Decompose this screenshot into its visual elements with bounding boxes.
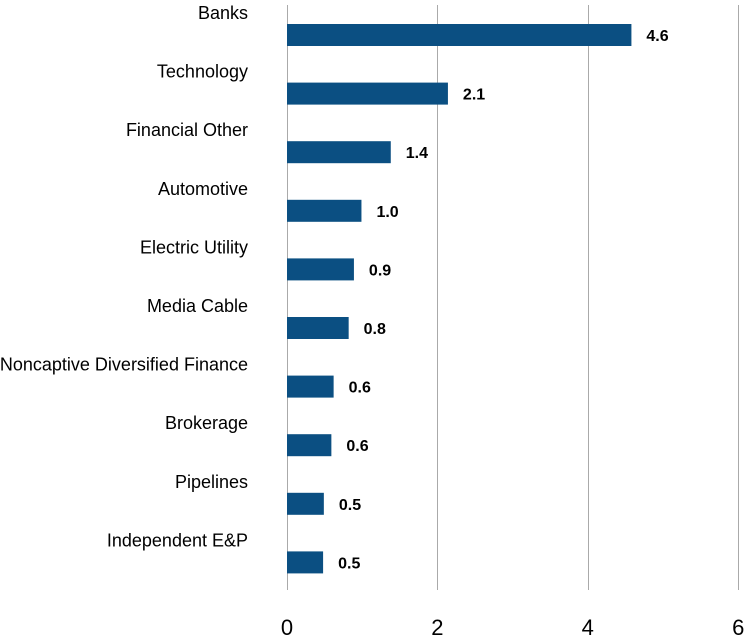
x-tick-label: 2: [431, 615, 443, 640]
x-tick-label: 4: [582, 615, 594, 640]
x-tick-label: 6: [732, 615, 744, 640]
x-axis-ticks: 0 2 4 6: [281, 615, 744, 640]
category-label: Pipelines: [175, 472, 248, 492]
category-label: Banks: [198, 3, 248, 23]
value-label: 0.9: [369, 262, 391, 279]
bars: [287, 24, 632, 574]
value-label: 0.8: [364, 321, 386, 338]
value-label: 2.1: [463, 87, 485, 104]
bar: [287, 258, 354, 281]
bar: [287, 199, 362, 222]
bar: [287, 434, 332, 457]
category-labels: Banks Technology Financial Other Automotive…: [0, 3, 248, 550]
value-label: 0.6: [346, 438, 368, 455]
value-label: 0.5: [339, 497, 361, 514]
bar: [287, 141, 391, 164]
category-label: Financial Other: [126, 120, 248, 140]
bar: [287, 317, 349, 339]
category-label: Media Cable: [147, 296, 248, 316]
category-label: Technology: [157, 62, 248, 82]
category-label: Independent E&P: [107, 530, 248, 550]
category-label: Automotive: [158, 179, 248, 199]
category-label: Noncaptive Diversified Finance: [0, 355, 248, 375]
value-label: 0.5: [338, 555, 360, 572]
bar: [287, 551, 324, 574]
bar: [287, 82, 448, 105]
x-tick-label: 0: [281, 615, 293, 640]
bar: [287, 375, 334, 398]
value-label: 1.0: [376, 204, 398, 221]
category-label: Brokerage: [165, 413, 248, 433]
bar: [287, 492, 324, 515]
category-label: Electric Utility: [140, 237, 248, 257]
value-label: 1.4: [406, 145, 428, 162]
value-label: 4.6: [646, 28, 668, 45]
bar: [287, 24, 632, 46]
value-labels: 4.6 2.1 1.4 1.0 0.9 0.8 0.6 0.6 0.5 0.5: [338, 28, 669, 572]
value-label: 0.6: [349, 380, 371, 397]
